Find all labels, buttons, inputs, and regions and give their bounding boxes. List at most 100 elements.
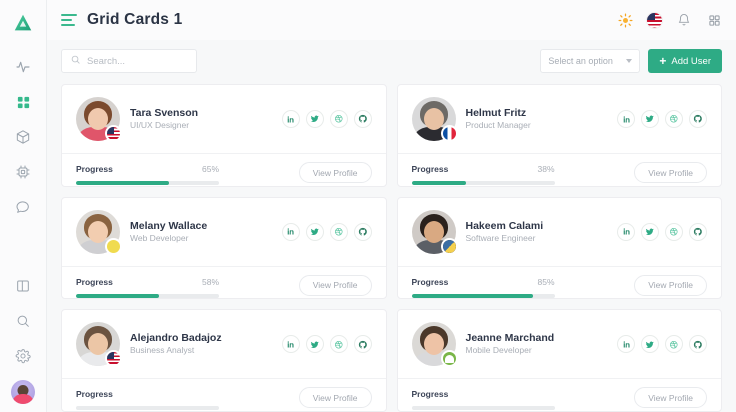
twitter-icon[interactable] — [305, 110, 324, 128]
github-icon[interactable] — [353, 110, 372, 128]
header-actions — [617, 12, 722, 28]
search-input[interactable] — [87, 55, 188, 67]
sidebar-item-layouts[interactable] — [0, 271, 47, 306]
option-select[interactable]: Select an option — [540, 49, 641, 73]
social-links — [281, 222, 372, 241]
toolbar: Select an option + Add User — [47, 44, 736, 78]
python-badge — [440, 237, 458, 255]
card-header: Helmut Fritz Product Manager — [398, 85, 722, 153]
progress-value: 58% — [201, 276, 219, 287]
flag-fr-badge — [440, 125, 458, 142]
twitter-icon[interactable] — [305, 335, 324, 354]
search-icon — [15, 313, 31, 334]
linkedin-icon[interactable] — [281, 335, 300, 354]
progress-label: Progress — [76, 389, 113, 400]
card-footer: Progress 85% View Profile — [397, 265, 721, 299]
flag-us-badge — [105, 125, 122, 142]
card-footer: Progress 65% View Profile — [62, 153, 386, 186]
progress-block: Progress 38% — [411, 164, 555, 185]
toolbar-right: Select an option + Add User — [540, 49, 722, 73]
view-profile-button[interactable]: View Profile — [634, 274, 707, 296]
sidebar-item-apps[interactable] — [0, 87, 47, 122]
github-icon[interactable] — [353, 335, 372, 354]
progress-track — [411, 181, 555, 185]
social-links — [617, 110, 707, 128]
progress-label: Progress — [76, 276, 113, 287]
progress-value: 38% — [537, 164, 555, 174]
sidebar-item-activity[interactable] — [0, 52, 47, 87]
progress-block: Progress — [76, 389, 219, 411]
search-box[interactable] — [61, 49, 197, 73]
sidebar-item-packages[interactable] — [0, 122, 47, 157]
main-area: Grid Cards 1 — [47, 0, 736, 412]
user-role: Business Analyst — [130, 345, 195, 356]
user-role: Web Developer — [130, 232, 189, 243]
dribbble-icon[interactable] — [329, 110, 348, 128]
card-header: Alejandro Badajoz Business Analyst — [62, 310, 386, 378]
linkedin-icon[interactable] — [617, 335, 635, 354]
sidebar-item-search[interactable] — [0, 306, 47, 341]
view-profile-button[interactable]: View Profile — [634, 162, 707, 183]
user-identity: Melany Wallace Web Developer — [130, 219, 207, 245]
option-select-label: Select an option — [548, 56, 613, 66]
android-badge — [440, 350, 458, 368]
view-profile-button[interactable]: View Profile — [634, 387, 707, 409]
user-identity: Tara Svenson UI/UX Designer — [130, 106, 198, 132]
search-icon — [70, 52, 81, 70]
sidebar-item-settings[interactable] — [0, 341, 47, 376]
twitter-icon[interactable] — [641, 110, 659, 128]
chevron-down-icon — [626, 59, 633, 63]
add-user-button[interactable]: + Add User — [648, 49, 722, 73]
user-card: Alejandro Badajoz Business Analyst Progres… — [61, 309, 387, 412]
avatar[interactable] — [11, 380, 35, 404]
dribbble-icon[interactable] — [329, 335, 348, 354]
linkedin-icon[interactable] — [281, 222, 300, 241]
user-identity: Alejandro Badajoz Business Analyst — [130, 331, 222, 357]
user-card: Melany Wallace Web Developer Progress 58% Vi… — [61, 196, 387, 300]
user-identity: Hakeem Calami Software Engineer — [466, 219, 544, 245]
gear-icon — [15, 348, 31, 369]
user-role: Mobile Developer — [465, 345, 532, 356]
page-title: Grid Cards 1 — [87, 11, 183, 28]
user-name: Helmut Fritz — [465, 106, 527, 119]
linkedin-icon[interactable] — [281, 110, 300, 128]
card-header: Melany Wallace Web Developer — [62, 198, 386, 266]
view-profile-button[interactable]: View Profile — [298, 387, 372, 409]
progress-label: Progress — [411, 389, 449, 400]
bell-icon[interactable] — [676, 12, 692, 28]
flag-us-icon[interactable] — [647, 12, 662, 28]
linkedin-icon[interactable] — [617, 222, 635, 241]
twitter-icon[interactable] — [641, 335, 659, 354]
github-icon[interactable] — [689, 110, 707, 128]
hamburger-menu-icon[interactable] — [61, 14, 77, 26]
triangle-logo-icon[interactable] — [10, 10, 36, 36]
twitter-icon[interactable] — [641, 222, 659, 241]
progress-track — [411, 293, 555, 298]
user-name: Alejandro Badajoz — [130, 332, 222, 345]
user-role: UI/UX Designer — [130, 120, 190, 131]
social-links — [281, 335, 372, 354]
sidebar-item-components[interactable] — [0, 157, 47, 192]
view-profile-button[interactable]: View Profile — [298, 274, 372, 296]
dribbble-icon[interactable] — [665, 222, 683, 241]
dribbble-icon[interactable] — [665, 335, 683, 354]
sidebar-nav — [0, 36, 46, 376]
github-icon[interactable] — [689, 335, 707, 354]
dribbble-icon[interactable] — [329, 222, 348, 241]
user-role: Product Manager — [465, 120, 531, 131]
sun-theme-icon[interactable] — [617, 12, 633, 28]
progress-block: Progress 65% — [76, 164, 219, 185]
progress-value: 65% — [201, 164, 219, 174]
dribbble-icon[interactable] — [665, 110, 683, 128]
view-profile-button[interactable]: View Profile — [298, 162, 372, 183]
linkedin-icon[interactable] — [617, 110, 635, 128]
github-icon[interactable] — [689, 222, 707, 241]
sidebar-item-messages[interactable] — [0, 192, 47, 227]
twitter-icon[interactable] — [305, 222, 324, 241]
grid-apps-icon[interactable] — [706, 12, 722, 28]
cards-grid: Tara Svenson UI/UX Designer Progress 65% Vie… — [47, 78, 736, 412]
card-header: Tara Svenson UI/UX Designer — [62, 85, 386, 153]
github-icon[interactable] — [353, 222, 372, 241]
avatar — [76, 209, 122, 255]
